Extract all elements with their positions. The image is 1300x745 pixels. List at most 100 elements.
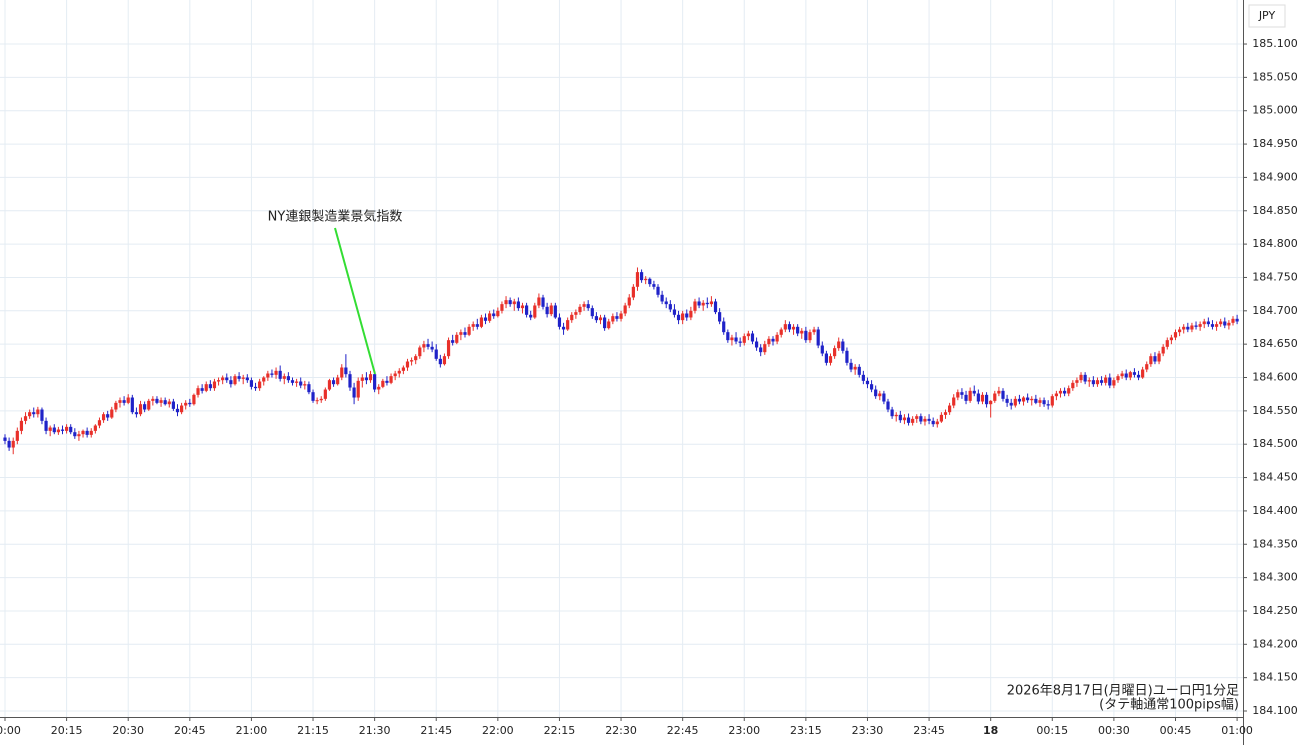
candle-body	[356, 380, 360, 398]
candle-body	[192, 394, 196, 405]
candle-body	[360, 377, 364, 381]
y-tick-label: 184.800	[1252, 237, 1298, 250]
x-tick-label: 21:15	[297, 724, 329, 737]
x-tick-label: 23:45	[913, 724, 945, 737]
candle-body	[718, 312, 722, 322]
y-tick-label: 184.500	[1252, 437, 1298, 450]
x-tick-label: 23:00	[728, 724, 760, 737]
candle-body	[1042, 400, 1046, 405]
x-tick-label: 21:30	[359, 724, 391, 737]
candle-body	[319, 398, 323, 401]
candle-body	[253, 386, 258, 389]
candle-body	[475, 324, 479, 327]
candle-body	[722, 321, 726, 333]
candle-body	[40, 409, 44, 421]
candle-body	[660, 294, 664, 302]
candle-body	[89, 430, 93, 435]
candle-body	[492, 313, 496, 317]
candle-body	[804, 330, 808, 341]
candle-body	[389, 376, 393, 383]
candle-body	[545, 306, 549, 315]
candle-body	[1079, 374, 1083, 381]
y-tick-label: 184.150	[1252, 671, 1298, 684]
candle-body	[1095, 380, 1100, 385]
chart-subtitle: (タテ軸通常100pips幅)	[1099, 698, 1239, 713]
x-tick-label: 22:15	[544, 724, 576, 737]
currency-label: JPY	[1258, 9, 1276, 22]
candle-body	[455, 334, 459, 343]
candle-body	[1058, 390, 1063, 394]
candle-body	[796, 326, 800, 334]
candle-body	[3, 437, 7, 441]
candle-body	[948, 405, 952, 413]
candle-body	[865, 380, 870, 385]
candle-body	[405, 361, 410, 368]
candle-body	[286, 376, 290, 381]
candle-body	[767, 338, 771, 345]
candle-body	[644, 278, 648, 281]
candle-body	[60, 429, 65, 431]
candle-body	[1186, 326, 1190, 330]
candle-body	[689, 310, 693, 318]
candle-body	[516, 301, 520, 309]
candle-body	[652, 284, 656, 287]
candle-body	[861, 374, 865, 381]
candle-body	[915, 416, 919, 419]
candle-body	[48, 427, 52, 431]
candle-body	[533, 305, 537, 318]
candle-body	[1173, 332, 1178, 338]
x-tick-label: 23:15	[790, 724, 822, 737]
candle-body	[681, 313, 685, 321]
candle-body	[163, 400, 167, 405]
candle-body	[1091, 380, 1095, 385]
candle-body	[294, 381, 299, 383]
candle-body	[734, 337, 738, 342]
x-tick-label: 23:30	[852, 724, 884, 737]
candle-body	[1153, 356, 1157, 362]
candle-body	[488, 313, 492, 321]
candle-body	[282, 376, 286, 379]
candle-body	[520, 305, 525, 309]
candle-body	[159, 400, 163, 403]
candle-body	[631, 286, 635, 298]
candle-body	[713, 301, 718, 313]
candle-body	[500, 304, 504, 311]
candle-body	[274, 370, 278, 375]
candle-body	[1116, 376, 1120, 381]
candle-body	[85, 430, 89, 435]
candle-body	[524, 305, 529, 315]
candle-body	[262, 377, 266, 382]
candle-body	[401, 367, 405, 371]
x-tick-label: 18	[983, 724, 998, 737]
candle-body	[1227, 322, 1231, 326]
candle-body	[919, 416, 923, 422]
candle-body	[623, 305, 627, 314]
candle-body	[212, 381, 217, 389]
candle-body	[1104, 377, 1108, 383]
candle-body	[812, 329, 816, 333]
candle-body	[775, 334, 779, 342]
candle-body	[241, 377, 245, 379]
x-tick-label: 20:30	[112, 724, 144, 737]
annotation-line	[334, 227, 376, 375]
candle-body	[451, 340, 455, 343]
candle-body	[1223, 321, 1227, 326]
y-tick-label: 184.100	[1252, 704, 1298, 717]
candle-body	[837, 341, 841, 349]
candle-body	[430, 346, 434, 350]
candle-body	[1067, 388, 1071, 394]
candle-body	[377, 386, 381, 390]
candle-body	[508, 300, 512, 305]
candle-body	[1017, 398, 1022, 402]
candle-body	[81, 430, 85, 435]
candle-body	[964, 394, 968, 401]
candle-body	[845, 350, 849, 363]
candle-body	[1013, 398, 1017, 406]
candle-body	[323, 389, 327, 399]
candle-body	[685, 313, 689, 318]
candle-body	[763, 344, 767, 353]
candle-body	[479, 317, 484, 327]
candle-body	[639, 272, 644, 281]
candle-body	[204, 384, 208, 391]
